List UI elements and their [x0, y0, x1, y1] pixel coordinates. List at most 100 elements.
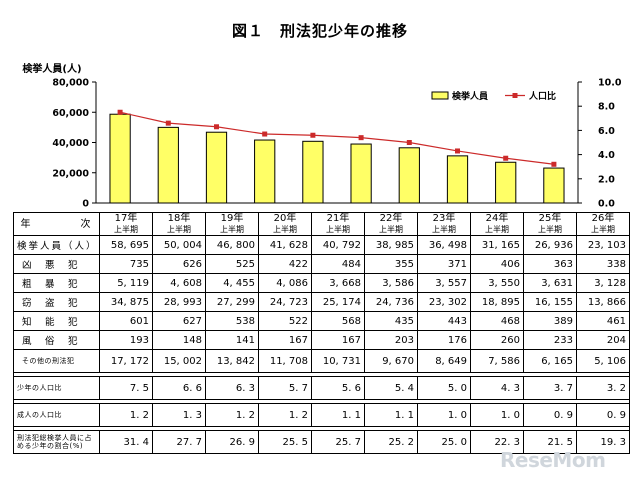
- table-cell: 25. 7: [311, 430, 365, 454]
- table-cell: 17, 172: [99, 349, 153, 373]
- table-header-year: 19年 上半期: [205, 212, 259, 236]
- bar: [446, 155, 469, 204]
- table-cell: 4, 455: [205, 273, 259, 293]
- bar: [205, 131, 228, 204]
- table-cell: 25. 5: [258, 430, 312, 454]
- table-cell: 1. 1: [311, 403, 365, 427]
- table-row: 粗 暴 犯 5, 119 4, 608 4, 455 4, 086 3, 668 3, 58…: [13, 273, 630, 293]
- bar: [254, 139, 276, 204]
- table-header-label: 年 次: [13, 212, 100, 236]
- table-cell: 3, 550: [470, 273, 524, 293]
- table-cell: 9, 670: [364, 349, 418, 373]
- table-cell: 5, 119: [99, 273, 153, 293]
- table-row: 刑法犯総検挙人員に占める少年の割合(%) 31. 4 27. 7 26. 9 25. 5…: [13, 430, 630, 454]
- table-cell: 0. 9: [576, 403, 630, 427]
- table-row: 少年の人口比 7. 5 6. 6 6. 3 5. 7 5. 6 5. 4 5. 0 4. 3 3.…: [13, 376, 630, 400]
- half-year-label: 上半期: [379, 225, 403, 234]
- table-cell: 204: [576, 330, 630, 350]
- year-label: 26年: [591, 213, 615, 225]
- table-cell: 27, 299: [205, 292, 259, 312]
- legend-bar-label: 検挙人員: [452, 90, 488, 102]
- bar-series: [109, 113, 565, 204]
- table-cell: 6. 6: [152, 376, 206, 400]
- table-cell: 4, 608: [152, 273, 206, 293]
- table-cell: 3, 557: [417, 273, 471, 293]
- y-left-tick-label: 40,000: [52, 138, 89, 149]
- table-cell: 167: [258, 330, 312, 350]
- table-header-year: 24年 上半期: [470, 212, 524, 236]
- bar: [543, 167, 565, 204]
- table-header-year: 17年 上半期: [99, 212, 153, 236]
- table-row-label: 知 能 犯: [13, 311, 100, 331]
- legend: 検挙人員 人口比: [431, 90, 556, 102]
- table-cell: 355: [364, 254, 418, 274]
- legend-line-label: 人口比: [528, 90, 556, 102]
- table-cell: 406: [470, 254, 524, 274]
- table-cell: 3, 631: [523, 273, 577, 293]
- table-cell: 3. 2: [576, 376, 630, 400]
- table-cell: 21. 5: [523, 430, 577, 454]
- table-header-row: 年 次 17年 上半期 18年 上半期 19年 上半期 20年 上半期 21年 上半期 22年 上半期 2…: [13, 212, 630, 236]
- bar: [398, 147, 420, 204]
- table-cell: 7, 586: [470, 349, 524, 373]
- table-cell: 22. 3: [470, 430, 524, 454]
- table-cell: 203: [364, 330, 418, 350]
- bar: [157, 126, 179, 204]
- y-left-axis-label: 検挙人員(人): [22, 62, 81, 75]
- y-right-tick-label: 4.0: [598, 150, 615, 161]
- table-cell: 11, 708: [258, 349, 312, 373]
- table-cell: 461: [576, 311, 630, 331]
- chart-title: 図１ 刑法犯少年の推移: [231, 22, 408, 40]
- table-cell: 15, 002: [152, 349, 206, 373]
- table-cell: 46, 800: [205, 235, 259, 255]
- year-label: 21年: [326, 213, 350, 225]
- table-cell: 443: [417, 311, 471, 331]
- table-cell: 3, 128: [576, 273, 630, 293]
- axes: 0 20,000 40,000 60,000 80,000 0.0 2.0 4.0 6.0 8.0…: [22, 62, 621, 210]
- table-cell: 13, 842: [205, 349, 259, 373]
- table-cell: 3, 668: [311, 273, 365, 293]
- year-label: 24年: [485, 213, 509, 225]
- table-cell: 538: [205, 311, 259, 331]
- y-left-tick-label: 0: [82, 199, 89, 210]
- table-cell: 1. 0: [470, 403, 524, 427]
- table-row: その他の刑法犯 17, 172 15, 002 13, 842 11, 708 10, 7…: [13, 349, 630, 373]
- table-cell: 1. 3: [152, 403, 206, 427]
- table-cell: 3. 7: [523, 376, 577, 400]
- line-point: [310, 132, 316, 138]
- line-point: [406, 140, 412, 145]
- table-cell: 24, 736: [364, 292, 418, 312]
- half-year-label: 上半期: [432, 225, 456, 234]
- half-year-label: 上半期: [326, 225, 350, 234]
- table-cell: 16, 155: [523, 292, 577, 312]
- year-label: 23年: [432, 213, 456, 225]
- table-cell: 41, 628: [258, 235, 312, 255]
- table-row-label: 少年の人口比: [13, 376, 100, 400]
- table-cell: 568: [311, 311, 365, 331]
- table-cell: 6, 165: [523, 349, 577, 373]
- table-cell: 25. 2: [364, 430, 418, 454]
- table-cell: 40, 792: [311, 235, 365, 255]
- table-row-label: 凶 悪 犯: [13, 254, 100, 274]
- table-cell: 371: [417, 254, 471, 274]
- table-cell: 50, 004: [152, 235, 206, 255]
- table-cell: 525: [205, 254, 259, 274]
- table-cell: 422: [258, 254, 312, 274]
- table-cell: 6. 3: [205, 376, 259, 400]
- table-cell: 176: [417, 330, 471, 350]
- table-header-year: 18年 上半期: [152, 212, 206, 236]
- year-label: 25年: [538, 213, 562, 225]
- year-label: 19年: [220, 213, 244, 225]
- line-point: [551, 161, 557, 167]
- table-row: 検挙人員（人） 58, 695 50, 004 46, 800 41, 628 40, 7…: [13, 235, 630, 255]
- legend-line-marker: [512, 93, 518, 98]
- table-cell: 0. 9: [523, 403, 577, 427]
- table-row: 成人の人口比 1. 2 1. 3 1. 2 1. 2 1. 1 1. 1 1. 0 1. 0 0.…: [13, 403, 630, 427]
- table-cell: 167: [311, 330, 365, 350]
- stats-table: 年 次 17年 上半期 18年 上半期 19年 上半期 20年 上半期 21年 上半期 22年 上半期 2…: [13, 212, 630, 454]
- table-cell: 193: [99, 330, 153, 350]
- table-header-year: 23年 上半期: [417, 212, 471, 236]
- table-header-year: 26年 上半期: [576, 212, 630, 236]
- half-year-label: 上半期: [485, 225, 509, 234]
- table-cell: 58, 695: [99, 235, 153, 255]
